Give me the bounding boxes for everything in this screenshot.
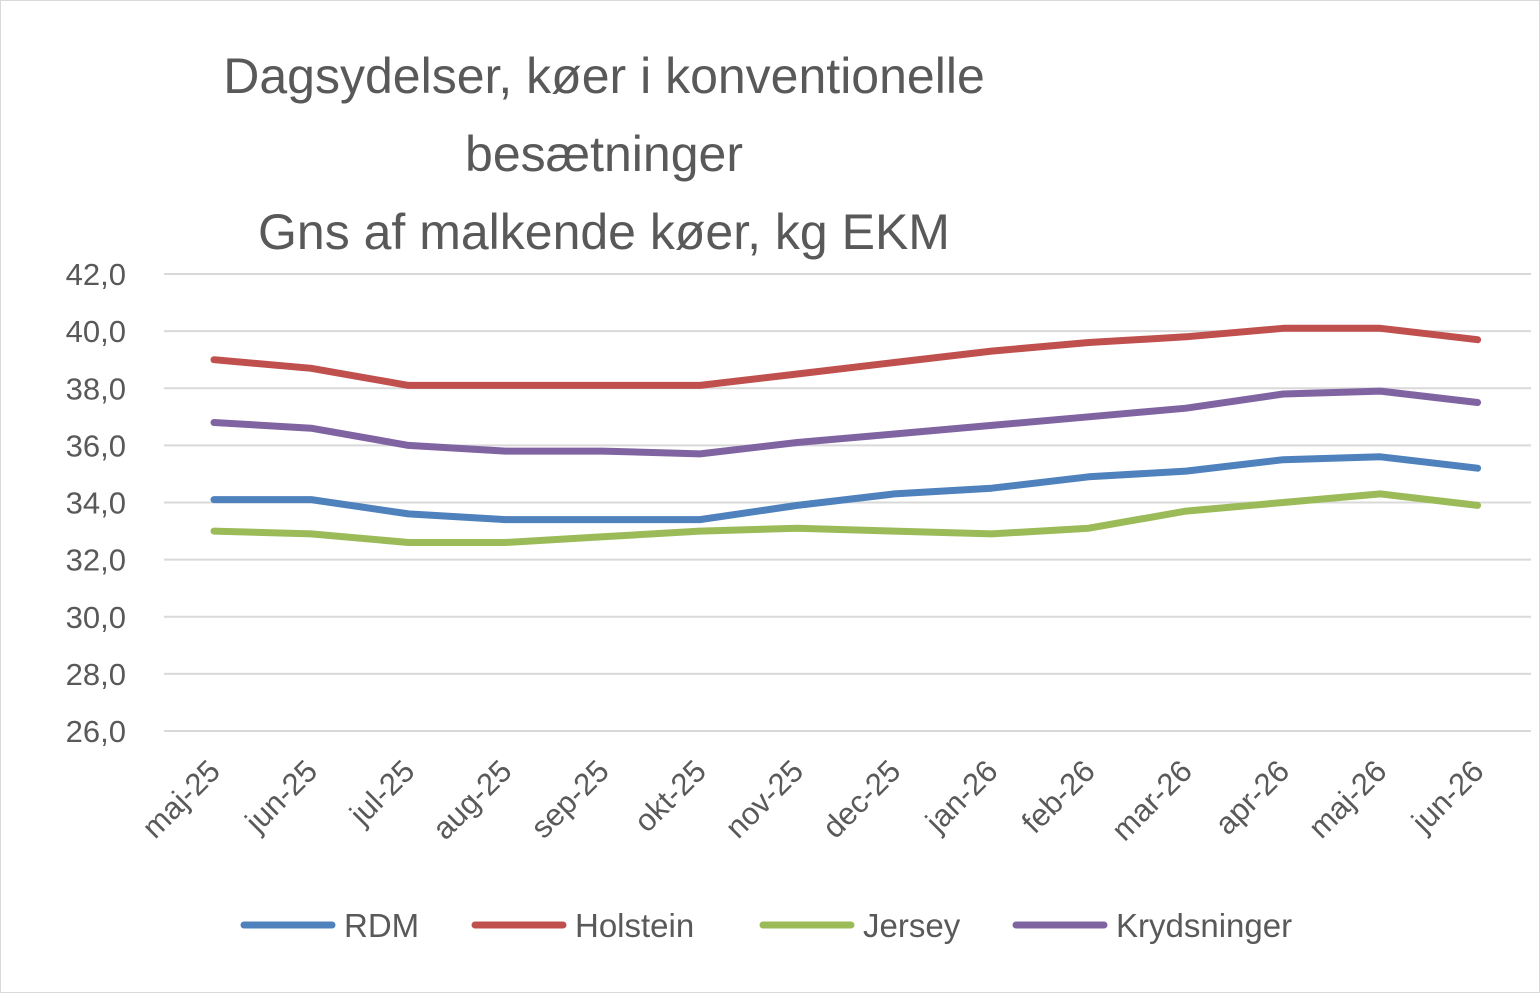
series-line-rdm (210, 453, 1482, 524)
x-tick-label: sep-25 (524, 753, 616, 845)
y-axis-ticks: 42,0 40,0 38,0 36,0 34,0 32,0 30,0 28,0 26,0 (66, 257, 126, 749)
series-line-jersey (210, 490, 1482, 546)
legend-label-krydsninger: Krydsninger (1116, 907, 1292, 944)
legend: RDM Holstein Jersey Krydsninger (240, 907, 1292, 944)
y-tick-label: 30,0 (66, 600, 126, 635)
x-tick-label: maj-26 (1302, 753, 1394, 845)
series-lines (210, 324, 1482, 546)
y-tick-label: 28,0 (66, 657, 126, 692)
x-tick-label: jun-25 (238, 753, 324, 839)
x-tick-label: jun-26 (1404, 753, 1490, 839)
x-tick-label: jul-25 (342, 753, 421, 832)
x-tick-label: maj-25 (135, 753, 227, 845)
x-tick-label: apr-26 (1208, 753, 1296, 841)
x-tick-label: feb-26 (1015, 753, 1102, 840)
chart-title-line-3: Gns af malkende køer, kg EKM (258, 204, 950, 260)
y-tick-label: 26,0 (66, 714, 126, 749)
chart-title-line-1: Dagsydelser, køer i konventionelle (223, 48, 985, 104)
legend-label-jersey: Jersey (863, 907, 961, 944)
x-tick-label: nov-25 (718, 753, 810, 845)
legend-label-holstein: Holstein (575, 907, 694, 944)
series-line-krydsninger (210, 387, 1482, 458)
x-axis-ticks: maj-25 jun-25 jul-25 aug-25 sep-25 okt-25 nov-… (135, 753, 1490, 847)
legend-label-rdm: RDM (344, 907, 419, 944)
chart-title: Dagsydelser, køer i konventionelle besæt… (223, 48, 985, 260)
y-tick-label: 42,0 (66, 257, 126, 292)
y-tick-label: 36,0 (66, 428, 126, 463)
series-line-holstein (210, 324, 1482, 389)
x-tick-label: mar-26 (1105, 753, 1199, 847)
chart-title-line-2: besætninger (465, 126, 743, 182)
x-tick-label: dec-25 (816, 753, 908, 845)
y-tick-label: 34,0 (66, 486, 126, 521)
y-tick-label: 40,0 (66, 314, 126, 349)
x-tick-label: jan-26 (918, 753, 1004, 839)
x-tick-label: aug-25 (426, 753, 519, 846)
y-tick-label: 32,0 (66, 543, 126, 578)
x-tick-label: okt-25 (627, 753, 713, 839)
y-tick-label: 38,0 (66, 371, 126, 406)
